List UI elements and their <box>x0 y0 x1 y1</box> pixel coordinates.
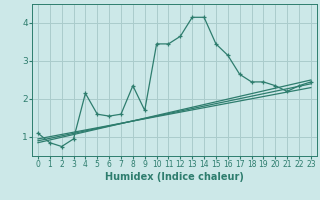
X-axis label: Humidex (Indice chaleur): Humidex (Indice chaleur) <box>105 172 244 182</box>
